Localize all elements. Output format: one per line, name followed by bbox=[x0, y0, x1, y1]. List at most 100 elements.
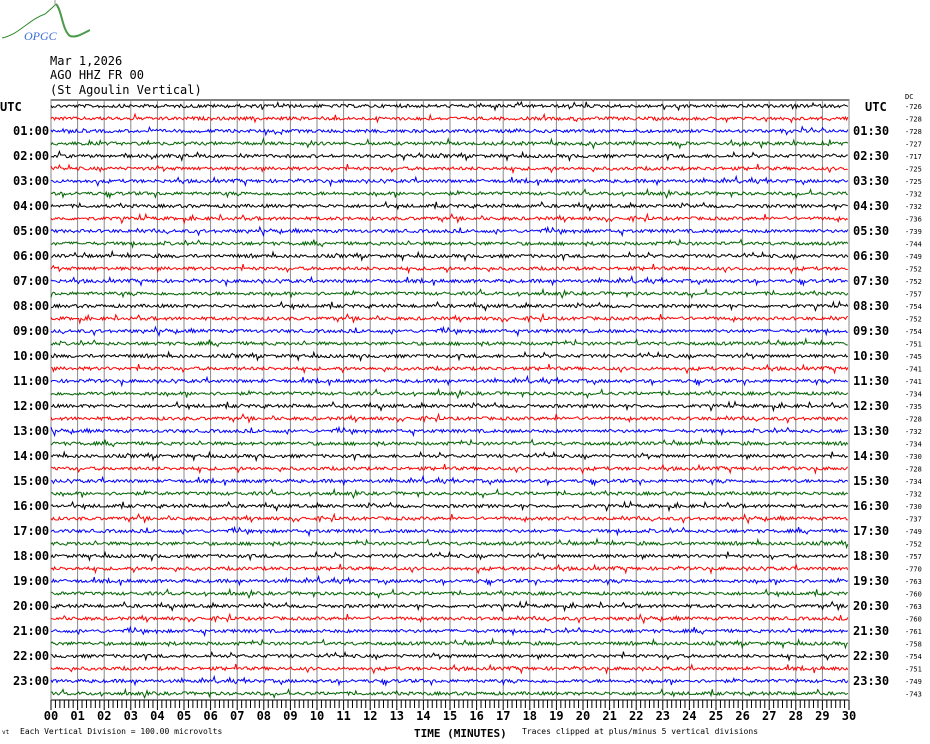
x-tick-label: 28 bbox=[789, 709, 803, 723]
trace-line bbox=[50, 537, 849, 550]
dc-offset-label: -732 bbox=[905, 428, 922, 436]
left-hour-label: 12:00 bbox=[13, 399, 49, 413]
trace-line bbox=[50, 550, 848, 563]
trace-line bbox=[50, 363, 849, 375]
trace-line bbox=[50, 263, 848, 275]
trace-line bbox=[50, 238, 849, 249]
dc-offset-label: -725 bbox=[905, 178, 922, 186]
right-hour-label: 14:30 bbox=[853, 449, 889, 463]
dc-offset-label: -732 bbox=[905, 491, 922, 499]
left-hour-label: 05:00 bbox=[13, 224, 49, 238]
dc-offset-label: -752 bbox=[905, 278, 922, 286]
date-label: Mar 1,2026 bbox=[50, 54, 123, 68]
dc-header: DC bbox=[905, 93, 913, 101]
dc-offset-label: -732 bbox=[905, 191, 922, 199]
right-hour-label: 10:30 bbox=[853, 349, 889, 363]
trace-line bbox=[50, 187, 848, 200]
right-hour-label: 22:30 bbox=[853, 649, 889, 663]
dc-offset-label: -745 bbox=[905, 353, 922, 361]
dc-offset-label: -749 bbox=[905, 678, 922, 686]
dc-offset-label: -717 bbox=[905, 153, 922, 161]
trace-line bbox=[50, 487, 849, 500]
x-tick-label: 09 bbox=[283, 709, 297, 723]
dc-offset-label: -757 bbox=[905, 553, 922, 561]
opgc-logo: OPGC bbox=[1, 0, 90, 43]
x-tick-label: 21 bbox=[602, 709, 616, 723]
x-tick-label: 26 bbox=[735, 709, 749, 723]
dc-offset-label: -735 bbox=[905, 403, 922, 411]
left-hour-label: 03:00 bbox=[13, 174, 49, 188]
corner-mark: vt bbox=[2, 729, 10, 736]
trace-line bbox=[50, 437, 849, 448]
dc-offset-label: -760 bbox=[905, 591, 922, 599]
x-tick-label: 07 bbox=[230, 709, 244, 723]
dc-offset-label: -752 bbox=[905, 266, 922, 274]
trace-line bbox=[50, 463, 849, 475]
dc-offset-label: -754 bbox=[905, 653, 922, 661]
trace-line bbox=[50, 625, 849, 638]
right-hour-label: 07:30 bbox=[853, 274, 889, 288]
x-tick-label: 06 bbox=[203, 709, 217, 723]
trace-line bbox=[50, 687, 849, 700]
x-tick-label: 10 bbox=[310, 709, 324, 723]
right-hour-label: 17:30 bbox=[853, 524, 889, 538]
left-hour-label: 02:00 bbox=[13, 149, 49, 163]
dc-offset-label: -728 bbox=[905, 416, 922, 424]
x-tick-label: 23 bbox=[656, 709, 670, 723]
right-hour-label: 03:30 bbox=[853, 174, 889, 188]
x-tick-label: 04 bbox=[150, 709, 164, 723]
dc-offset-label: -732 bbox=[905, 203, 922, 211]
right-hour-label: 12:30 bbox=[853, 399, 889, 413]
dc-offset-label: -770 bbox=[905, 566, 922, 574]
left-hour-label: 15:00 bbox=[13, 474, 49, 488]
x-tick-label: 17 bbox=[496, 709, 510, 723]
right-hour-label: 01:30 bbox=[853, 124, 889, 138]
right-hour-label: 23:30 bbox=[853, 674, 889, 688]
x-tick-label: 12 bbox=[363, 709, 377, 723]
scale-note: Each Vertical Division = 100.00 microvol… bbox=[20, 727, 223, 736]
right-hour-label: 19:30 bbox=[853, 574, 889, 588]
trace-line bbox=[50, 212, 849, 225]
left-hour-label: 08:00 bbox=[13, 299, 49, 313]
dc-offset-label: -726 bbox=[905, 103, 922, 111]
left-hour-label: 20:00 bbox=[13, 599, 49, 613]
dc-offset-label: -760 bbox=[905, 616, 922, 624]
x-tick-label: 20 bbox=[576, 709, 590, 723]
dc-offset-label: -749 bbox=[905, 253, 922, 261]
trace-line bbox=[50, 663, 849, 675]
trace-line bbox=[50, 474, 849, 487]
left-hour-label: 11:00 bbox=[13, 374, 49, 388]
dc-offset-label: -734 bbox=[905, 478, 922, 486]
right-hour-label: 04:30 bbox=[853, 199, 889, 213]
trace-line bbox=[50, 274, 848, 288]
trace-line bbox=[50, 574, 849, 587]
right-utc-header: UTC bbox=[865, 100, 887, 114]
dc-offset-label: -754 bbox=[905, 303, 922, 311]
dc-offset-label: -730 bbox=[905, 453, 922, 461]
trace-line bbox=[50, 600, 849, 613]
dc-offset-label: -749 bbox=[905, 528, 922, 536]
dc-offset-label: -739 bbox=[905, 228, 922, 236]
dc-offset-label: -728 bbox=[905, 116, 922, 124]
trace-line bbox=[50, 612, 849, 625]
x-tick-label: 08 bbox=[257, 709, 271, 723]
dc-offset-label: -734 bbox=[905, 441, 922, 449]
left-hour-label: 16:00 bbox=[13, 499, 49, 513]
dc-offset-label: -737 bbox=[905, 516, 922, 524]
right-hour-label: 16:30 bbox=[853, 499, 889, 513]
right-hour-label: 18:30 bbox=[853, 549, 889, 563]
dc-offset-label: -730 bbox=[905, 503, 922, 511]
dc-offset-label: -758 bbox=[905, 641, 922, 649]
trace-line bbox=[50, 249, 849, 263]
trace-line bbox=[50, 200, 848, 212]
left-hour-label: 13:00 bbox=[13, 424, 49, 438]
trace-line bbox=[50, 325, 848, 338]
left-hour-label: 18:00 bbox=[13, 549, 49, 563]
trace-line bbox=[50, 650, 849, 662]
dc-offset-label: -754 bbox=[905, 328, 922, 336]
trace-line bbox=[50, 387, 849, 400]
left-hour-label: 23:00 bbox=[13, 674, 49, 688]
trace-line bbox=[50, 125, 849, 137]
x-tick-label: 18 bbox=[523, 709, 537, 723]
